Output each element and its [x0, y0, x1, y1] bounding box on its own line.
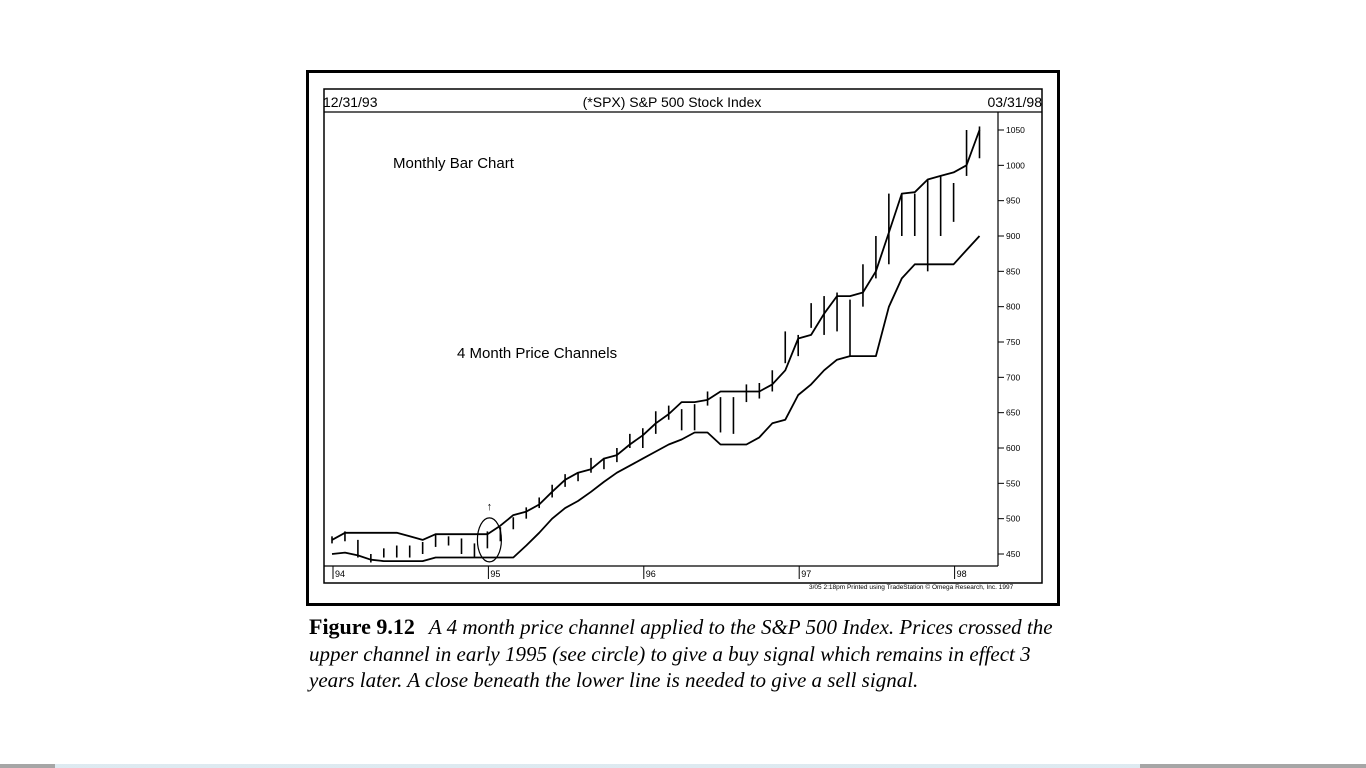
bottom-edge: [0, 764, 1366, 768]
chart: 12/31/93 (*SPX) S&P 500 Stock Index 03/3…: [323, 88, 1043, 591]
y-tick-label-5: 800: [1006, 302, 1020, 312]
end-date-label: 03/31/98: [988, 94, 1043, 110]
y-tick-label-2: 950: [1006, 196, 1020, 206]
figure-frame: 12/31/93 (*SPX) S&P 500 Stock Index 03/3…: [306, 70, 1060, 606]
y-tick-label-6: 750: [1006, 337, 1020, 347]
buy-signal-circle: [476, 517, 502, 563]
x-tick-label-2: 96: [646, 569, 656, 579]
y-tick-label-11: 500: [1006, 514, 1020, 524]
plot-frame: [323, 88, 1043, 584]
y-tick-label-7: 700: [1006, 372, 1020, 382]
buy-signal-arrow: ↑: [487, 501, 493, 513]
caption-text: A 4 month price channel applied to the S…: [309, 615, 1053, 692]
x-axis-ticks: 94 95 96 97 98: [332, 566, 967, 579]
annotation-monthly-bar-chart: Monthly Bar Chart: [393, 155, 515, 172]
figure-label: Figure 9.12: [309, 614, 415, 639]
x-tick-label-0: 94: [335, 569, 345, 579]
channel-lines: [331, 129, 981, 563]
x-tick-label-4: 98: [957, 569, 967, 579]
annotation-price-channels: 4 Month Price Channels: [457, 345, 617, 362]
y-axis-ticks: 1050 1000 950 900 850 800 750 700 650 600 550 500 45…: [998, 125, 1025, 559]
channel-line-upper: [331, 129, 981, 541]
y-tick-label-1: 1000: [1006, 160, 1025, 170]
x-tick-label-3: 97: [801, 569, 811, 579]
y-tick-label-12: 450: [1006, 549, 1020, 559]
figure-caption: Figure 9.12 A 4 month price channel appli…: [309, 614, 1069, 694]
footer-text: 3/05 2:18pm Printed using TradeStation ©…: [809, 583, 1014, 591]
y-tick-label-4: 850: [1006, 266, 1020, 276]
start-date-label: 12/31/93: [323, 94, 378, 110]
channel-line-lower: [331, 235, 981, 563]
buy-signal-group: ↑: [476, 501, 502, 563]
y-tick-label-9: 600: [1006, 443, 1020, 453]
chart-title: (*SPX) S&P 500 Stock Index: [583, 94, 762, 110]
price-bars: [331, 126, 981, 563]
y-tick-label-3: 900: [1006, 231, 1020, 241]
y-tick-label-8: 650: [1006, 408, 1020, 418]
y-tick-label-10: 550: [1006, 478, 1020, 488]
y-tick-label-0: 1050: [1006, 125, 1025, 135]
x-tick-label-1: 95: [490, 569, 500, 579]
